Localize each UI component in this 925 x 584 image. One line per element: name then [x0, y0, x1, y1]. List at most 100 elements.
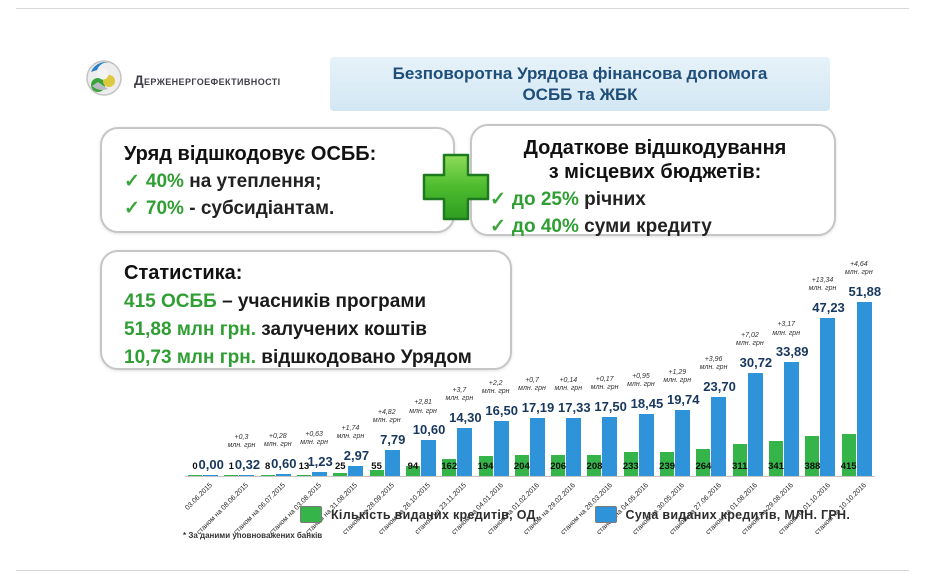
- green-count-label: 25: [334, 461, 346, 472]
- blue-bar: [311, 471, 327, 476]
- credits-bar-chart: 0,00 0 03.06.2015 0,32 +0,3 млн. грн 1 станом н…: [184, 255, 881, 555]
- blue-value-label: 16,50: [485, 402, 518, 418]
- blue-bar: [529, 418, 545, 476]
- blue-value-label: 17,33: [558, 399, 591, 415]
- green-bar: [478, 456, 493, 476]
- check-icon: ✓: [490, 189, 506, 210]
- green-bar: [623, 452, 638, 476]
- x-axis-label: станом на 08.06.2015: [196, 482, 251, 537]
- green-bar: [514, 455, 529, 476]
- blue-value-label: 2,97: [343, 448, 370, 464]
- legend-label-credit-sum: Сума виданих кредитів, МЛН. ГРН.: [625, 507, 851, 522]
- delta-annotation: +0,14 млн. грн: [554, 376, 583, 392]
- blue-value-label: 10,60: [412, 422, 446, 438]
- blue-value-label: 7,79: [380, 431, 406, 447]
- blue-bar: [457, 428, 473, 476]
- blue-value-label: 1,23: [307, 453, 333, 469]
- blue-value-label: 51,88: [848, 284, 882, 300]
- delta-annotation: +2,2 млн. грн: [481, 379, 510, 395]
- delta-annotation: +1,74 млн. грн: [336, 425, 365, 441]
- green-count-label: 55: [371, 461, 382, 472]
- title-line-2: ОСББ та ЖБК: [522, 85, 638, 104]
- blue-value-label: 14,30: [449, 410, 482, 426]
- blue-value-label: 23,70: [703, 378, 736, 394]
- blue-bar: [566, 417, 582, 476]
- delta-annotation: +0,17 млн. грн: [590, 376, 619, 392]
- blue-value-label: 30,72: [739, 355, 773, 371]
- green-count-label: 194: [477, 461, 494, 472]
- green-count-label: 204: [513, 461, 530, 472]
- green-count-label: 415: [840, 461, 857, 472]
- legend-item-credit-count: Кількість виданих кредитів, ОД.: [300, 506, 540, 523]
- bottom-divider: [16, 570, 909, 571]
- green-bar: [405, 466, 420, 476]
- blue-bar: [820, 317, 836, 476]
- delta-annotation: +4,82 млн. грн: [372, 408, 401, 424]
- green-count-label: 94: [407, 461, 419, 472]
- blue-bar: [784, 362, 800, 476]
- green-swatch-icon: [300, 506, 322, 523]
- left-box-heading: Уряд відшкодовує ОСББ:: [124, 143, 377, 165]
- chart-legend: Кількість виданих кредитів, ОД. Сума вид…: [300, 506, 850, 523]
- title-line-1: Безповоротна Урядова фінансова допомога: [392, 63, 768, 83]
- data-source-footnote: * За даними уповноважених банків: [183, 531, 323, 540]
- green-bar: [696, 449, 711, 476]
- green-count-label: 388: [804, 461, 821, 472]
- blue-bar: [239, 474, 255, 476]
- blue-value-label: 18,45: [630, 396, 664, 412]
- left-box-item-1: ✓ 40% на утеплення;: [124, 171, 322, 192]
- right-box-item-2: ✓ до 40% суми кредиту: [490, 216, 712, 237]
- check-icon: ✓: [490, 216, 506, 237]
- green-count-label: 208: [586, 461, 603, 472]
- blue-value-label: 0,00: [198, 456, 224, 472]
- stats-item-3: 10,73 млн грн. відшкодовано Урядом: [124, 347, 472, 368]
- x-axis-line: [185, 476, 875, 477]
- green-bar: [769, 441, 784, 476]
- delta-annotation: +4,64 млн. грн: [844, 261, 873, 277]
- green-bar: [660, 451, 675, 476]
- blue-swatch-icon: [594, 506, 617, 523]
- blue-value-label: 0,32: [234, 456, 261, 472]
- blue-bar: [711, 396, 727, 476]
- green-bar: [732, 444, 747, 476]
- blue-bar: [348, 466, 364, 476]
- blue-bar: [747, 373, 763, 476]
- green-count-label: 0: [192, 461, 198, 472]
- blue-bar: [384, 449, 400, 476]
- delta-annotation: +0,28 млн. грн: [263, 432, 292, 449]
- top-divider: [16, 8, 909, 9]
- green-bar: [296, 474, 311, 476]
- green-count-label: 311: [732, 461, 748, 472]
- blue-value-label: 33,89: [775, 344, 809, 360]
- x-axis-label: 03.06.2015: [184, 482, 215, 512]
- green-bar: [442, 459, 457, 476]
- green-bar: [551, 454, 566, 476]
- green-count-label: 233: [622, 461, 639, 472]
- agency-logo-icon: [84, 58, 124, 103]
- green-bar: [260, 475, 275, 476]
- legend-item-credit-sum: Сума виданих кредитів, МЛН. ГРН.: [594, 506, 851, 523]
- green-count-label: 206: [550, 461, 567, 472]
- right-box-item-1: ✓ до 25% річних: [490, 189, 646, 210]
- blue-value-label: 47,23: [812, 299, 845, 315]
- delta-annotation: +0,63 млн. грн: [300, 430, 328, 446]
- blue-bar: [493, 420, 509, 476]
- green-count-label: 264: [695, 461, 712, 472]
- green-bar: [841, 433, 856, 476]
- local-budget-box: Додаткове відшкодування з місцевих бюдже…: [470, 124, 836, 237]
- agency-logo-text: Держенергоефективності: [134, 73, 281, 88]
- delta-annotation: +7,02 млн. грн: [736, 332, 764, 348]
- green-count-label: 1: [228, 461, 234, 472]
- green-bar: [587, 454, 602, 476]
- statistics-box: Статистика: 415 ОСББ – учасників програм…: [100, 250, 512, 370]
- right-box-heading-2: з місцевих бюджетів:: [548, 161, 762, 183]
- green-bar: [369, 470, 384, 476]
- blue-value-label: 19,74: [666, 391, 700, 407]
- x-axis-label: станом на 06.07.2015: [232, 482, 287, 537]
- blue-value-label: 17,19: [521, 400, 555, 416]
- green-bar: [224, 475, 239, 476]
- left-box-item-2: ✓ 70% - субсидіантам.: [124, 198, 335, 219]
- green-bar: [333, 473, 348, 476]
- right-box-heading-1: Додаткове відшкодування: [523, 137, 787, 159]
- blue-value-label: 17,50: [594, 399, 627, 415]
